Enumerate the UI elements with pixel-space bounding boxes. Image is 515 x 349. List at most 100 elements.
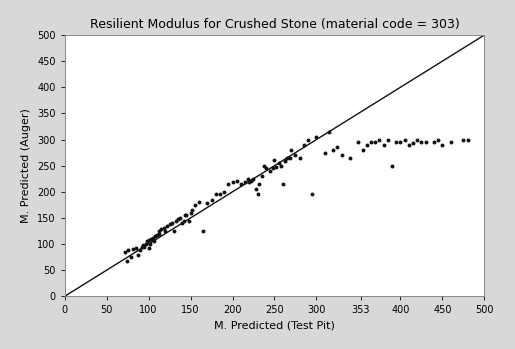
Point bbox=[405, 142, 413, 148]
Point bbox=[287, 147, 296, 153]
Point bbox=[212, 192, 220, 197]
Point bbox=[139, 242, 147, 248]
Point bbox=[124, 247, 132, 253]
Point bbox=[228, 180, 236, 185]
Point bbox=[371, 139, 380, 145]
Point bbox=[216, 192, 224, 197]
Point bbox=[123, 258, 131, 263]
Point bbox=[233, 179, 241, 184]
Point bbox=[281, 159, 289, 164]
Point bbox=[434, 137, 442, 142]
Point bbox=[186, 210, 195, 215]
Point bbox=[147, 236, 155, 242]
Point bbox=[244, 176, 252, 181]
Point bbox=[127, 254, 135, 260]
Point bbox=[413, 137, 421, 142]
Point bbox=[285, 155, 294, 161]
Point bbox=[291, 153, 300, 158]
Point bbox=[134, 252, 143, 257]
Point bbox=[260, 163, 268, 169]
Point bbox=[144, 237, 152, 243]
Point bbox=[325, 129, 333, 134]
Point bbox=[252, 186, 260, 192]
Point bbox=[168, 220, 176, 226]
Point bbox=[142, 241, 150, 247]
Point bbox=[380, 142, 388, 148]
Point bbox=[136, 247, 144, 253]
Point bbox=[459, 137, 468, 142]
Point bbox=[140, 244, 148, 250]
Point bbox=[354, 139, 363, 145]
Point bbox=[143, 239, 151, 244]
Point bbox=[321, 150, 329, 155]
Point bbox=[388, 163, 396, 169]
Point bbox=[174, 216, 182, 222]
Point bbox=[421, 139, 430, 145]
Point bbox=[249, 176, 258, 181]
Point bbox=[121, 249, 129, 255]
Point bbox=[272, 164, 280, 170]
Point bbox=[163, 223, 171, 229]
Point bbox=[178, 220, 186, 226]
Point bbox=[447, 139, 455, 145]
Point bbox=[237, 181, 245, 187]
Point bbox=[149, 235, 157, 240]
Point bbox=[258, 173, 266, 179]
Point bbox=[269, 165, 277, 171]
Point bbox=[255, 181, 264, 187]
Point bbox=[245, 180, 253, 185]
Point bbox=[262, 165, 270, 171]
Point bbox=[224, 181, 232, 187]
Point bbox=[220, 189, 228, 195]
Point bbox=[156, 228, 164, 234]
Point bbox=[430, 139, 438, 145]
Point bbox=[409, 140, 417, 146]
Point bbox=[199, 228, 207, 234]
Point bbox=[181, 213, 189, 218]
Point bbox=[185, 218, 193, 223]
Point bbox=[375, 137, 384, 142]
Point bbox=[392, 139, 400, 145]
Point bbox=[176, 215, 184, 221]
Point bbox=[296, 155, 304, 161]
Point bbox=[337, 153, 346, 158]
X-axis label: M. Predicted (Test Pit): M. Predicted (Test Pit) bbox=[214, 321, 335, 331]
Title: Resilient Modulus for Crushed Stone (material code = 303): Resilient Modulus for Crushed Stone (mat… bbox=[90, 18, 459, 31]
Point bbox=[283, 155, 291, 161]
Point bbox=[346, 155, 354, 161]
Point bbox=[300, 142, 308, 148]
Point bbox=[208, 197, 216, 202]
Point bbox=[169, 228, 178, 234]
Point bbox=[172, 218, 180, 223]
Point bbox=[277, 163, 285, 169]
Point bbox=[253, 192, 262, 197]
Point bbox=[157, 227, 165, 232]
Point bbox=[266, 168, 274, 174]
Point bbox=[241, 180, 249, 185]
Point bbox=[279, 181, 287, 187]
Point bbox=[138, 244, 146, 250]
Point bbox=[417, 139, 425, 145]
Point bbox=[312, 134, 320, 140]
Point bbox=[308, 192, 316, 197]
Y-axis label: M. Predicted (Auger): M. Predicted (Auger) bbox=[22, 108, 31, 223]
Point bbox=[161, 228, 169, 234]
Point bbox=[401, 137, 409, 142]
Point bbox=[195, 200, 203, 205]
Point bbox=[150, 239, 159, 244]
Point bbox=[367, 139, 375, 145]
Point bbox=[151, 233, 160, 239]
Point bbox=[203, 201, 212, 206]
Point bbox=[144, 245, 152, 251]
Point bbox=[154, 231, 163, 236]
Point bbox=[333, 144, 341, 150]
Point bbox=[182, 213, 191, 218]
Point bbox=[188, 207, 196, 213]
Point bbox=[191, 202, 199, 208]
Point bbox=[247, 179, 255, 184]
Point bbox=[180, 218, 188, 223]
Point bbox=[384, 137, 392, 142]
Point bbox=[358, 147, 367, 153]
Point bbox=[146, 241, 154, 247]
Point bbox=[396, 139, 404, 145]
